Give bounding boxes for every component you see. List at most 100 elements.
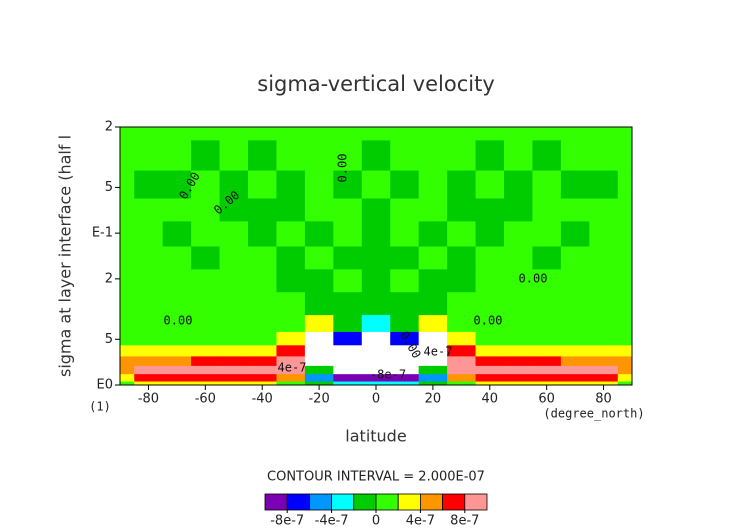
x-tick-label: 20 <box>425 392 442 407</box>
contour-cell <box>589 269 619 293</box>
contour-interval: CONTOUR INTERVAL = 2.000E-07 <box>267 470 485 485</box>
x-tick-label: -60 <box>195 392 216 407</box>
contour-cell <box>276 198 306 222</box>
contour-cell <box>390 269 420 293</box>
contour-cell <box>162 356 192 367</box>
contour-cell <box>361 365 391 375</box>
contour-cell <box>134 246 164 270</box>
contour-cell <box>560 345 590 357</box>
contour-cell <box>532 345 562 357</box>
contour-cell <box>276 127 306 141</box>
contour-cell <box>418 127 448 141</box>
contour-cell <box>191 198 221 222</box>
contour-cell <box>120 269 135 293</box>
colorbar-tick-label: -8e-7 <box>270 514 304 529</box>
contour-cell <box>191 140 221 172</box>
contour-cell <box>248 356 277 367</box>
contour-cell <box>191 381 221 386</box>
contour-cell <box>333 315 363 333</box>
contour-cell <box>617 381 633 386</box>
contour-cell <box>134 374 164 383</box>
contour-cell <box>276 381 306 386</box>
contour-cell <box>447 374 477 383</box>
contour-cell <box>475 365 505 375</box>
contour-cell <box>504 292 533 316</box>
contour-cell <box>418 170 448 200</box>
contour-cell <box>162 221 192 248</box>
contour-cell <box>120 331 135 346</box>
contour-cell <box>134 221 164 248</box>
contour-cell <box>191 221 221 248</box>
contour-cell <box>248 331 277 346</box>
contour-cell <box>304 246 334 270</box>
contour-cell <box>248 127 277 141</box>
contour-cell <box>248 345 277 357</box>
contour-cell <box>617 331 633 346</box>
contour-cell <box>475 127 505 141</box>
contour-cell <box>162 246 192 270</box>
contour-cell <box>504 221 533 248</box>
contour-cell <box>361 381 391 386</box>
contour-cell <box>333 292 363 316</box>
contour-cell <box>134 356 164 367</box>
contour-cell <box>560 374 590 383</box>
contour-cell <box>475 170 505 200</box>
contour-cell <box>418 140 448 172</box>
colorbar-box <box>397 493 421 511</box>
contour-cell <box>560 331 590 346</box>
contour-cell <box>532 365 562 375</box>
contour-label: 4e-7 <box>278 361 307 375</box>
contour-cell <box>191 356 221 367</box>
contour-cell <box>475 140 505 172</box>
contour-cell <box>418 345 448 357</box>
contour-cell <box>560 221 590 248</box>
contour-cell <box>333 246 363 270</box>
contour-cell <box>276 345 306 357</box>
x-tick-label: 80 <box>595 392 612 407</box>
contour-cell <box>134 127 164 141</box>
contour-cell <box>617 315 633 333</box>
contour-cell <box>504 374 533 383</box>
contour-cell <box>447 269 477 293</box>
contour-cell <box>134 198 164 222</box>
contour-cell <box>617 127 633 141</box>
contour-cell <box>276 246 306 270</box>
contour-cell <box>248 221 277 248</box>
contour-cell <box>475 198 505 222</box>
contour-cell <box>361 221 391 248</box>
contour-cell <box>532 315 562 333</box>
contour-cell <box>248 292 277 316</box>
colorbar-tick-label: -4e-7 <box>315 514 349 529</box>
contour-cell <box>219 170 249 200</box>
contour-cell <box>333 269 363 293</box>
contour-cell <box>361 198 391 222</box>
contour-cell <box>447 127 477 141</box>
contour-cell <box>475 345 505 357</box>
contour-cell <box>120 345 135 357</box>
contour-field <box>120 127 633 386</box>
colorbar-box <box>264 493 288 511</box>
contour-cell <box>475 374 505 383</box>
contour-cell <box>134 345 164 357</box>
contour-cell <box>532 140 562 172</box>
contour-cell <box>219 374 249 383</box>
contour-cell <box>475 315 505 333</box>
contour-cell <box>191 374 221 383</box>
contour-cell <box>361 246 391 270</box>
contour-cell <box>134 292 164 316</box>
contour-cell <box>162 331 192 346</box>
contour-cell <box>134 365 164 375</box>
contour-cell <box>560 365 590 375</box>
contour-cell <box>475 246 505 270</box>
contour-cell <box>532 374 562 383</box>
contour-cell <box>333 374 363 383</box>
contour-cell <box>617 365 633 375</box>
y-unit: (1) <box>89 400 111 414</box>
contour-cell <box>162 140 192 172</box>
contour-cell <box>162 315 192 333</box>
contour-cell <box>447 140 477 172</box>
contour-cell <box>532 198 562 222</box>
contour-cell <box>304 365 334 375</box>
contour-cell <box>304 345 334 357</box>
contour-cell <box>248 315 277 333</box>
